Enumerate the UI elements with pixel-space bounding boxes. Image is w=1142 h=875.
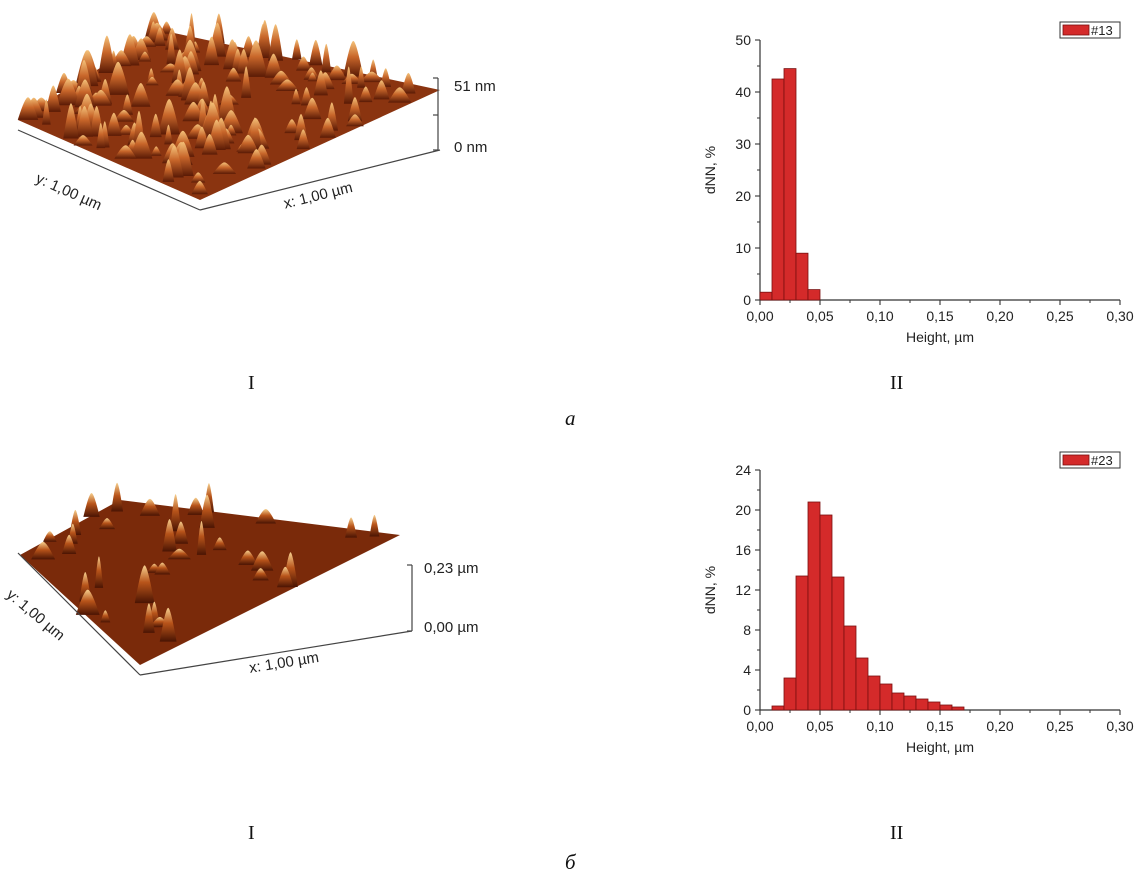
x-tick-label: 0,00 (746, 308, 773, 324)
histogram-bar (928, 702, 940, 710)
panel-letter: б (565, 850, 576, 875)
panel-letter: а (565, 406, 576, 431)
afm-peak (309, 40, 322, 65)
histogram-bar (808, 290, 820, 300)
y-tick-label: 16 (735, 542, 751, 558)
afm-surface-b (0, 465, 450, 685)
histogram-bar (796, 576, 808, 710)
x-tick-label: 0,10 (866, 308, 893, 324)
y-tick-label: 40 (735, 84, 751, 100)
x-tick-label: 0,05 (806, 718, 833, 734)
x-axis-title: Height, µm (906, 329, 974, 345)
x-tick-label: 0,15 (926, 718, 953, 734)
histogram-caption: II (890, 372, 903, 395)
legend-label: #23 (1091, 453, 1113, 468)
afm-peak (256, 509, 276, 523)
histogram-bar (808, 502, 820, 710)
histogram-b: 0,00 0,05 0,10 0,15 0,20 0,25 0,30 0 4 8 12 16 20 24 H… (680, 450, 1140, 780)
histogram-bar (856, 658, 868, 710)
x-tick-label: 0,00 (746, 718, 773, 734)
histogram-bar (820, 515, 832, 710)
histogram-bar (772, 79, 784, 300)
afm-peak (321, 44, 331, 72)
y-axis-title: dNN, % (702, 566, 718, 614)
y-tick-label: 0 (743, 292, 751, 308)
afm-z-min-label: 0,00 µm (424, 619, 479, 636)
histogram-bar (940, 705, 952, 710)
x-tick-label: 0,15 (926, 308, 953, 324)
afm-z-max-label: 51 nm (454, 78, 496, 95)
histogram-caption: II (890, 822, 903, 845)
histogram-bar (904, 696, 916, 710)
histogram-bar (832, 577, 844, 710)
histogram-bar (880, 684, 892, 710)
afm-z-max-label: 0,23 µm (424, 560, 479, 577)
legend-swatch (1063, 455, 1089, 465)
y-axis-title: dNN, % (702, 146, 718, 194)
histogram-bar (916, 699, 928, 710)
x-tick-label: 0,05 (806, 308, 833, 324)
y-tick-label: 8 (743, 622, 751, 638)
y-tick-label: 4 (743, 662, 751, 678)
x-tick-label: 0,20 (986, 718, 1013, 734)
y-tick-label: 30 (735, 136, 751, 152)
x-tick-label: 0,30 (1106, 718, 1133, 734)
afm-peak (345, 517, 357, 537)
histogram-bar (772, 706, 784, 710)
x-tick-label: 0,10 (866, 718, 893, 734)
x-axis-title: Height, µm (906, 739, 974, 755)
afm-peak (292, 39, 302, 59)
legend-swatch (1063, 25, 1089, 35)
y-tick-label: 0 (743, 702, 751, 718)
y-tick-label: 20 (735, 188, 751, 204)
x-tick-label: 0,25 (1046, 718, 1073, 734)
legend-label: #13 (1091, 23, 1113, 38)
afm-caption: I (248, 372, 255, 395)
y-tick-label: 20 (735, 502, 751, 518)
afm-z-min-label: 0 nm (454, 139, 487, 156)
afm-peak (370, 515, 380, 537)
y-tick-label: 24 (735, 462, 751, 478)
histogram-bar (844, 626, 856, 710)
y-tick-label: 50 (735, 32, 751, 48)
x-tick-label: 0,30 (1106, 308, 1133, 324)
afm-peak (111, 483, 123, 512)
histogram-a: 0,00 0,05 0,10 0,15 0,20 0,25 0,30 0 10 20 30 40 50 H… (680, 20, 1140, 370)
x-tick-label: 0,20 (986, 308, 1013, 324)
histogram-bar (760, 292, 772, 300)
histogram-bar (892, 693, 904, 710)
x-tick-label: 0,25 (1046, 308, 1073, 324)
y-tick-label: 10 (735, 240, 751, 256)
afm-peak (83, 493, 99, 517)
histogram-bar (952, 707, 964, 710)
afm-peak (268, 24, 283, 61)
histogram-bar (796, 253, 808, 300)
afm-caption: I (248, 822, 255, 845)
histogram-bar (784, 69, 796, 300)
histogram-bar (868, 676, 880, 710)
y-tick-label: 12 (735, 582, 751, 598)
afm-peak (187, 498, 204, 515)
histogram-bar (784, 678, 796, 710)
